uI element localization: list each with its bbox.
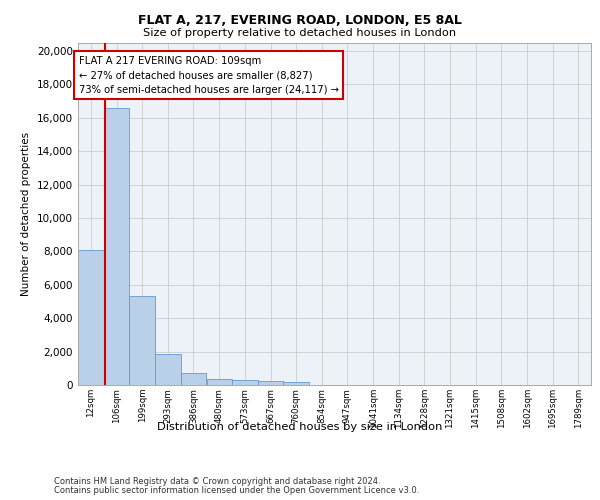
- Bar: [130, 296, 155, 385]
- Bar: [155, 354, 181, 385]
- Bar: [283, 382, 309, 385]
- Bar: [206, 378, 232, 385]
- Text: Contains public sector information licensed under the Open Government Licence v3: Contains public sector information licen…: [54, 486, 419, 495]
- Text: FLAT A 217 EVERING ROAD: 109sqm
← 27% of detached houses are smaller (8,827)
73%: FLAT A 217 EVERING ROAD: 109sqm ← 27% of…: [79, 56, 338, 94]
- Text: Size of property relative to detached houses in London: Size of property relative to detached ho…: [143, 28, 457, 38]
- Bar: [104, 108, 130, 385]
- Bar: [232, 380, 257, 385]
- Bar: [181, 374, 206, 385]
- Y-axis label: Number of detached properties: Number of detached properties: [22, 132, 31, 296]
- Bar: [78, 250, 104, 385]
- Bar: [258, 382, 283, 385]
- Text: Distribution of detached houses by size in London: Distribution of detached houses by size …: [157, 422, 443, 432]
- Text: FLAT A, 217, EVERING ROAD, LONDON, E5 8AL: FLAT A, 217, EVERING ROAD, LONDON, E5 8A…: [138, 14, 462, 27]
- Text: Contains HM Land Registry data © Crown copyright and database right 2024.: Contains HM Land Registry data © Crown c…: [54, 478, 380, 486]
